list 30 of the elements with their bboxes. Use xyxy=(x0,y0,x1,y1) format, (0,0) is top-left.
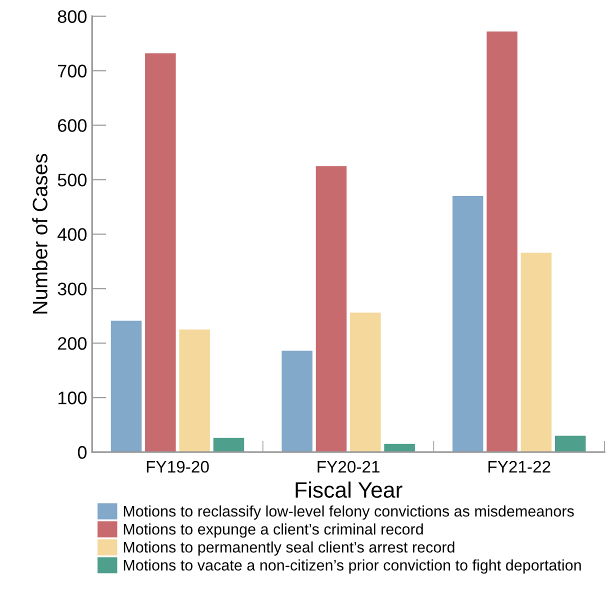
x-tick-label: FY20-21 xyxy=(318,460,380,473)
bar xyxy=(486,32,518,452)
legend-label: Motions to reclassify low-level felony convictions as misdemeanors xyxy=(124,505,574,520)
bar xyxy=(384,444,415,452)
bar xyxy=(452,196,484,452)
bar xyxy=(282,350,312,452)
bar xyxy=(350,312,381,452)
x-tick-label: FY21-22 xyxy=(488,460,550,473)
x-axis-title: Fiscal Year xyxy=(296,482,402,498)
y-tick-label: 300 xyxy=(58,282,87,296)
bar xyxy=(110,320,142,452)
y-tick-label: 700 xyxy=(58,64,87,78)
legend-label: Motions to vacate a non-citizen’s prior conviction to fight deportation xyxy=(124,559,581,574)
legend-label: Motions to expunge a client’s criminal record xyxy=(124,523,423,538)
y-tick-label: 600 xyxy=(58,119,87,132)
y-tick-label: 200 xyxy=(58,337,87,350)
bar xyxy=(145,53,176,452)
bar xyxy=(316,166,347,452)
y-tick-label: 100 xyxy=(58,392,87,404)
y-tick-label: 800 xyxy=(58,10,87,23)
bar xyxy=(213,438,244,452)
x-tick-label: FY19-20 xyxy=(146,460,209,473)
legend-label: Motions to permanently seal client’s arrest record xyxy=(124,541,454,556)
y-axis-title: Number of Cases xyxy=(32,154,48,314)
y-tick-label: 0 xyxy=(78,446,87,459)
bar xyxy=(554,436,586,452)
bar xyxy=(179,330,210,452)
y-tick-label: 400 xyxy=(58,228,87,241)
y-tick-label: 500 xyxy=(58,174,87,186)
bar xyxy=(520,252,552,452)
